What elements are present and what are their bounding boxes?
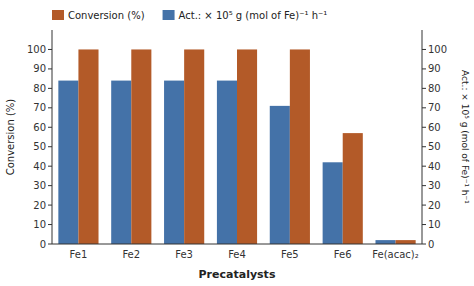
bar (396, 240, 416, 244)
y-tick (48, 166, 52, 167)
y2-axis-label: Act.: × 10⁵ g (mol of Fe)⁻¹ h⁻¹ (460, 70, 470, 204)
legend-swatch (52, 10, 64, 20)
y2-tick-label: 80 (428, 83, 441, 94)
bar (217, 81, 237, 244)
y-tick-label: 100 (27, 44, 46, 55)
y-tick-label: 90 (33, 63, 46, 74)
bar (58, 81, 78, 244)
legend: Conversion (%) Act.: × 10⁵ g (mol of Fe)⁻… (52, 10, 327, 21)
y-tick-label: 40 (33, 161, 46, 172)
bars (58, 49, 415, 244)
x-tick-label: Fe2 (122, 249, 140, 260)
x-tick-label: Fe(acac)₂ (372, 249, 418, 260)
y2-tick (422, 224, 426, 225)
y2-tick (422, 146, 426, 147)
x-tick-label: Fe6 (334, 249, 352, 260)
y-tick-label: 70 (33, 102, 46, 113)
bar (237, 49, 257, 244)
y-tick (48, 185, 52, 186)
x-axis-label: Precatalysts (199, 268, 276, 281)
y-tick (48, 205, 52, 206)
y2-axis-line (422, 30, 423, 244)
y2-tick (422, 244, 426, 245)
y-tick (48, 49, 52, 50)
y2-tick (422, 185, 426, 186)
y2-tick-label: 50 (428, 141, 441, 152)
y2-tick (422, 107, 426, 108)
bar (270, 106, 290, 244)
y-tick (48, 244, 52, 245)
bar (111, 81, 131, 244)
y2-tick-label: 90 (428, 63, 441, 74)
y2-tick (422, 49, 426, 50)
y-tick-label: 60 (33, 122, 46, 133)
y2-tick (422, 68, 426, 69)
y-tick (48, 88, 52, 89)
y2-tick-label: 70 (428, 102, 441, 113)
y2-tick (422, 88, 426, 89)
x-tick-label: Fe3 (175, 249, 193, 260)
y2-tick-label: 60 (428, 122, 441, 133)
x-tick-label: Fe4 (228, 249, 246, 260)
y2-tick-label: 40 (428, 161, 441, 172)
bar (375, 240, 395, 244)
y2-tick (422, 205, 426, 206)
chart: 0 10 20 30 40 50 60 70 80 90 100 0 10 20 30 40 50 60 70 80 9… (0, 0, 474, 286)
y2-tick (422, 166, 426, 167)
y-axis-line (52, 30, 53, 244)
axes: 0 10 20 30 40 50 60 70 80 90 100 0 10 20 30 40 50 60 70 80 9… (27, 30, 447, 260)
y-tick (48, 107, 52, 108)
y2-tick-label: 10 (428, 219, 441, 230)
y-tick-label: 30 (33, 180, 46, 191)
y-tick-label: 50 (33, 141, 46, 152)
bar (323, 162, 343, 244)
legend-label: Conversion (%) (68, 10, 145, 21)
legend-swatch (163, 10, 175, 20)
y-tick-label: 0 (40, 239, 46, 250)
bar (184, 49, 204, 244)
x-tick-label: Fe5 (281, 249, 299, 260)
y-axis-label: Conversion (%) (5, 99, 16, 176)
bar (78, 49, 98, 244)
y-tick (48, 127, 52, 128)
y2-tick-label: 30 (428, 180, 441, 191)
y2-tick-label: 0 (428, 239, 434, 250)
y-tick (48, 68, 52, 69)
y2-tick-label: 20 (428, 200, 441, 211)
bar (164, 81, 184, 244)
y2-tick-label: 100 (428, 44, 447, 55)
bar (343, 133, 363, 244)
y2-tick (422, 127, 426, 128)
bar (290, 49, 310, 244)
legend-label: Act.: × 10⁵ g (mol of Fe)⁻¹ h⁻¹ (179, 10, 328, 21)
y-tick (48, 146, 52, 147)
y-tick-label: 20 (33, 200, 46, 211)
bar (131, 49, 151, 244)
y-tick-label: 80 (33, 83, 46, 94)
x-tick-label: Fe1 (70, 249, 88, 260)
x-axis-line (52, 244, 422, 245)
y-tick (48, 224, 52, 225)
y-tick-label: 10 (33, 219, 46, 230)
